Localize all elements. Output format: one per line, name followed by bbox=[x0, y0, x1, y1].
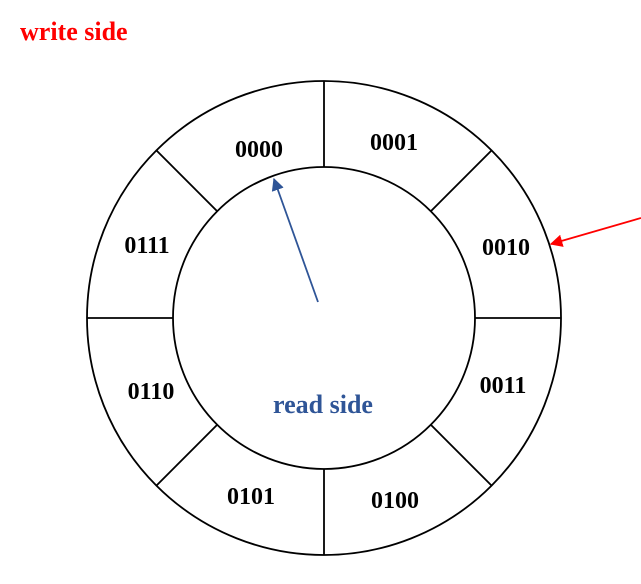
write-pointer-arrow bbox=[549, 217, 641, 247]
segment-label-0011: 0011 bbox=[480, 373, 527, 399]
segment-divider bbox=[155, 149, 218, 212]
read-pointer-arrow bbox=[271, 177, 319, 303]
read-side-label: read side bbox=[273, 390, 373, 419]
segment-label-0001: 0001 bbox=[370, 130, 418, 156]
segment-label-0100: 0100 bbox=[371, 488, 419, 514]
inner-ring bbox=[172, 166, 476, 470]
segment-label-0111: 0111 bbox=[124, 233, 169, 259]
segment-label-0110: 0110 bbox=[128, 379, 175, 405]
segment-dividers bbox=[87, 81, 561, 555]
segment-label-0101: 0101 bbox=[227, 484, 275, 510]
segment-labels: 0000 0001 0010 0011 0100 0101 0110 0111 bbox=[124, 130, 530, 514]
segment-divider bbox=[430, 149, 493, 212]
segment-divider bbox=[430, 424, 493, 487]
segment-label-0010: 0010 bbox=[482, 235, 530, 261]
write-side-label: write side bbox=[20, 17, 128, 46]
segment-label-0000: 0000 bbox=[235, 137, 283, 163]
segment-divider bbox=[155, 424, 218, 487]
